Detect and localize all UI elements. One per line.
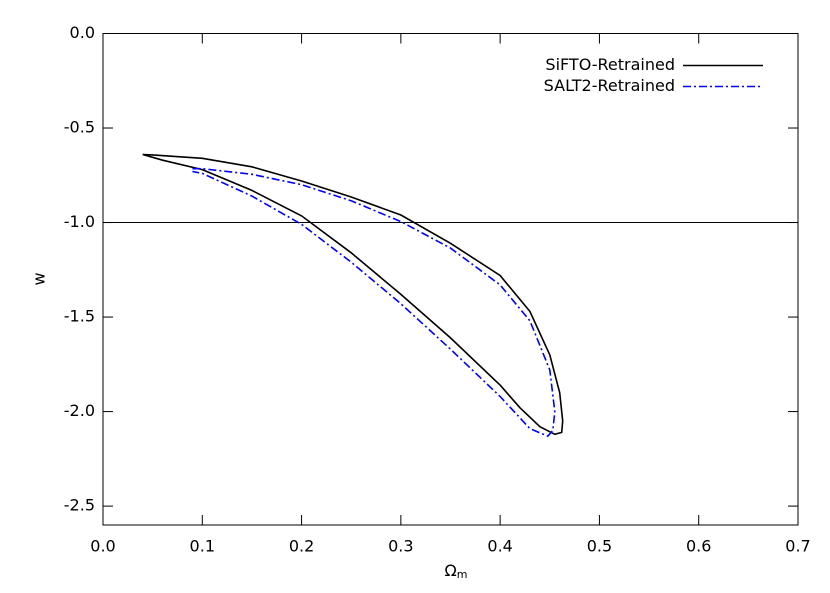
x-tick-label: 0.3 xyxy=(388,537,413,556)
x-tick-label: 0.1 xyxy=(190,537,215,556)
y-axis-label: w xyxy=(30,272,49,285)
contour-line xyxy=(192,167,556,438)
x-tick-label: 0.5 xyxy=(587,537,612,556)
legend-label: SALT2-Retrained xyxy=(544,76,675,95)
x-tick-label: 0.0 xyxy=(90,537,115,556)
legend-label: SiFTO-Retrained xyxy=(545,55,675,74)
x-axis-label: Ωm xyxy=(445,561,468,582)
x-tick-label: 0.7 xyxy=(785,537,810,556)
y-tick-label: -2.5 xyxy=(64,496,95,515)
contour-line xyxy=(142,153,564,436)
y-tick-label: -1.5 xyxy=(64,307,95,326)
x-tick-label: 0.2 xyxy=(289,537,314,556)
y-tick-label: -2.0 xyxy=(64,401,95,420)
x-axis-subscript: m xyxy=(457,568,468,581)
plot-frame xyxy=(102,33,799,526)
y-tick-label: -1.0 xyxy=(64,212,95,231)
y-tick-label: 0.0 xyxy=(70,23,95,42)
x-tick-label: 0.6 xyxy=(686,537,711,556)
x-tick-label: 0.4 xyxy=(487,537,512,556)
y-tick-label: -0.5 xyxy=(64,118,95,137)
x-axis-symbol: Ω xyxy=(445,561,457,580)
